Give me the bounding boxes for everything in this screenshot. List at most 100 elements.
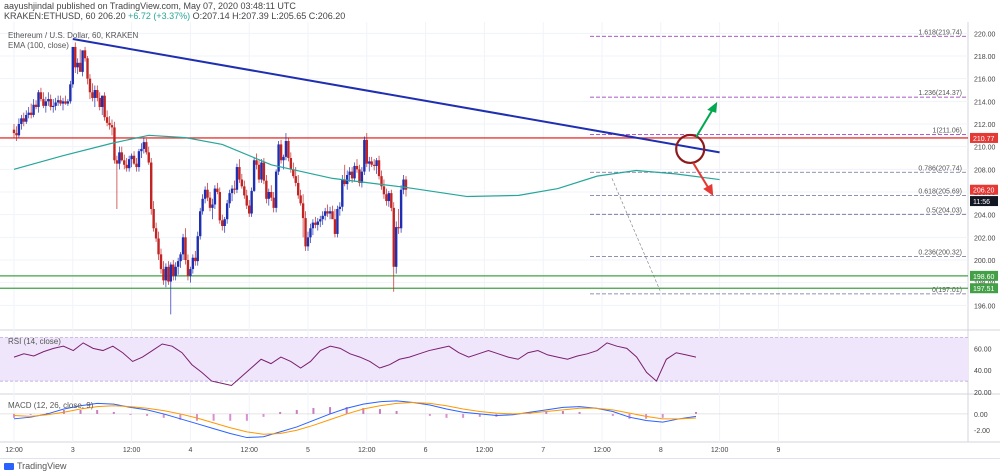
candle-body — [358, 169, 361, 183]
candle-body — [174, 266, 177, 276]
price-tick: 216.00 — [974, 77, 996, 84]
candle-body — [216, 188, 219, 192]
candle-body — [118, 152, 121, 164]
price-tag-text: 206.20 — [973, 188, 995, 195]
candle-body — [76, 62, 79, 68]
candle-body — [338, 206, 342, 209]
rsi-panel — [0, 337, 968, 386]
candle-body — [152, 209, 155, 229]
down-arrow-head — [703, 183, 714, 196]
candles[interactable] — [12, 42, 408, 315]
candle-body — [32, 104, 35, 115]
candle-body — [176, 261, 180, 267]
price-tag — [970, 283, 998, 294]
candle-body — [42, 99, 45, 106]
macd-panel — [0, 400, 968, 439]
candle-body — [191, 257, 195, 270]
candle-body — [203, 189, 207, 199]
candle-body — [22, 118, 25, 122]
candle-body — [262, 162, 266, 181]
candle-body — [392, 207, 395, 267]
candle-body — [397, 227, 400, 229]
candle-body — [108, 122, 111, 126]
candle-body — [105, 117, 109, 123]
candle-body — [83, 50, 87, 59]
candle-body — [274, 171, 278, 208]
fibonacci-levels: 1.618(219.74) 1.236(214.37) 1(211.06) 0.786… — [590, 29, 966, 295]
candle-body — [390, 193, 393, 208]
symbol-line: KRAKEN:ETHUSD, 60 206.20 +6.72 (+3.37%) … — [4, 11, 346, 21]
candle-body — [336, 209, 339, 234]
candle-body — [257, 164, 261, 180]
candle-body — [321, 215, 324, 220]
candle-body — [238, 167, 241, 180]
candle-body — [292, 169, 295, 177]
candle-body — [186, 260, 190, 276]
candle-body — [319, 219, 322, 222]
candle-body — [169, 264, 172, 282]
candle-body — [326, 211, 329, 214]
candle-body — [150, 162, 153, 209]
candle-body — [115, 160, 119, 164]
breakout-circle — [675, 133, 706, 165]
candle-body — [377, 160, 381, 177]
price-tags: 210.77 206.20 11:56 198.60 197.51 — [970, 132, 998, 294]
fib-label: 1.236(214.37) — [918, 90, 962, 97]
candle-body — [331, 211, 334, 220]
candle-body — [34, 104, 38, 107]
candle-body — [260, 162, 263, 180]
price-tag-text: 198.60 — [973, 274, 995, 281]
candle-body — [88, 78, 92, 93]
candle-body — [103, 95, 106, 118]
candle-body — [54, 102, 57, 106]
candle-body — [365, 139, 368, 164]
tradingview-logo[interactable]: TradingView — [4, 461, 67, 471]
rsi-legend: RSI (14, close) — [8, 337, 61, 346]
time-tick: 9 — [776, 447, 780, 454]
candle-body — [265, 180, 268, 199]
candle-body — [130, 155, 133, 160]
fib-label: 1.618(219.74) — [918, 29, 962, 36]
candle-body — [221, 220, 224, 226]
candle-body — [223, 219, 226, 226]
candle-body — [255, 160, 258, 165]
ema-legend: EMA (100, close) — [8, 41, 69, 50]
candle-body — [147, 152, 150, 163]
candle-body — [123, 160, 126, 165]
price-tag-text: 197.51 — [973, 286, 995, 293]
candle-body — [402, 179, 405, 190]
candle-body — [91, 92, 94, 98]
price-tick: 196.00 — [974, 303, 996, 310]
candle-body — [66, 101, 70, 104]
candle-body — [159, 254, 163, 270]
candle-body — [218, 192, 221, 221]
candle-body — [15, 133, 18, 136]
price-axis[interactable]: 196.00198.00200.00202.00204.00206.00208.… — [974, 31, 996, 435]
candle-body — [120, 152, 123, 161]
candle-body — [172, 264, 175, 276]
time-tick: 4 — [188, 447, 192, 454]
time-tick: 6 — [424, 447, 428, 454]
candle-body — [314, 222, 317, 225]
candle-body — [341, 179, 344, 207]
candle-body — [93, 90, 97, 98]
candle-body — [96, 90, 99, 98]
candle-body — [355, 165, 359, 170]
fib-label: 0.236(200.32) — [918, 249, 962, 256]
candle-body — [360, 171, 364, 183]
candle-body — [363, 139, 366, 172]
time-axis[interactable]: 12:00 3 12:00 4 12:00 5 12:00 6 12:00 7 12:00 8 12:0… — [5, 447, 780, 454]
price-tick: 204.00 — [974, 213, 996, 220]
candle-body — [47, 99, 50, 102]
candle-body — [270, 192, 273, 198]
candle-body — [277, 144, 280, 172]
price-tag — [970, 196, 998, 207]
candle-body — [372, 164, 376, 166]
time-tick: 12:00 — [240, 447, 258, 454]
candle-body — [289, 158, 293, 170]
time-tick: 12:00 — [123, 447, 141, 454]
price-tag — [970, 184, 998, 195]
candle-body — [304, 218, 307, 247]
candle-body — [282, 156, 285, 161]
footer: TradingView — [0, 458, 1000, 475]
